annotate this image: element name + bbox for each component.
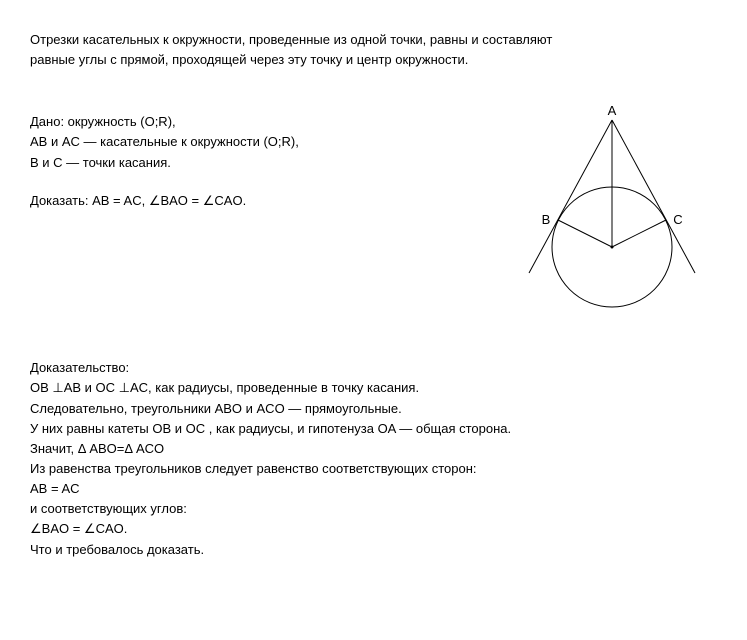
svg-text:B: B bbox=[542, 212, 551, 227]
proof-block: Доказательство: OB ⊥AB и OC ⊥AC, как рад… bbox=[30, 358, 717, 559]
intro-line-2: равные углы с прямой, проходящей через э… bbox=[30, 50, 717, 70]
geometry-figure: A B C bbox=[507, 102, 717, 322]
given-line-2: AB и AC — касательные к окружности (O;R)… bbox=[30, 132, 487, 152]
prove-line: Доказать: AB = AC, ∠BAO = ∠CAO. bbox=[30, 191, 487, 211]
given-block: Дано: окружность (O;R), AB и AC — касате… bbox=[30, 112, 487, 211]
given-line-3: B и C — точки касания. bbox=[30, 153, 487, 173]
proof-line-6: AB = AC bbox=[30, 479, 717, 499]
proof-title: Доказательство: bbox=[30, 358, 717, 378]
proof-line-7: и соответствующих углов: bbox=[30, 499, 717, 519]
theorem-statement: Отрезки касательных к окружности, провед… bbox=[30, 30, 717, 70]
proof-line-4: Значит, Δ ABO=Δ ACO bbox=[30, 439, 717, 459]
proof-line-5: Из равенства треугольников следует равен… bbox=[30, 459, 717, 479]
proof-line-9: Что и требовалось доказать. bbox=[30, 540, 717, 560]
intro-line-1: Отрезки касательных к окружности, провед… bbox=[30, 30, 717, 50]
svg-text:A: A bbox=[608, 103, 617, 118]
proof-line-3: У них равны катеты OB и OC , как радиусы… bbox=[30, 419, 717, 439]
geometry-svg: A B C bbox=[507, 102, 717, 322]
svg-text:C: C bbox=[673, 212, 682, 227]
given-line-1: Дано: окружность (O;R), bbox=[30, 112, 487, 132]
proof-line-1: OB ⊥AB и OC ⊥AC, как радиусы, проведенны… bbox=[30, 378, 717, 398]
proof-line-2: Следовательно, треугольники ABO и ACO — … bbox=[30, 399, 717, 419]
proof-line-8: ∠BAO = ∠CAO. bbox=[30, 519, 717, 539]
